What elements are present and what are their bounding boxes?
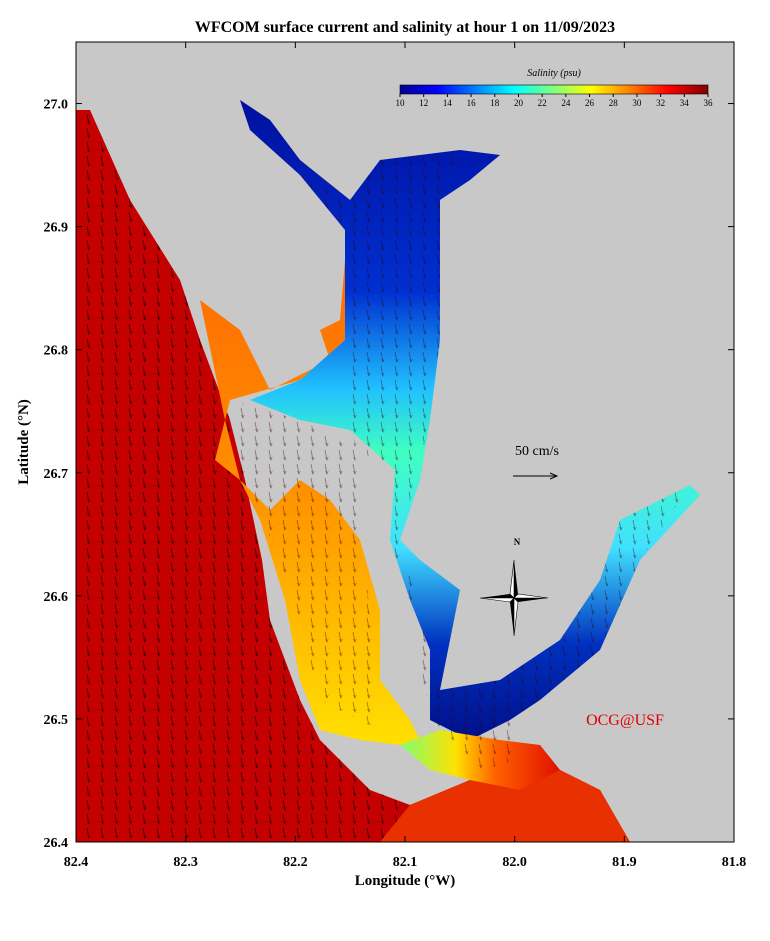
colorbar-tick-label: 18 bbox=[490, 98, 500, 108]
colorbar-tick-label: 12 bbox=[419, 98, 428, 108]
x-tick-label: 82.3 bbox=[173, 855, 198, 870]
colorbar-tick-label: 28 bbox=[609, 98, 619, 108]
colorbar-tick-label: 10 bbox=[396, 98, 406, 108]
y-tick-label: 27.0 bbox=[44, 98, 69, 113]
colorbar-tick-label: 26 bbox=[585, 98, 595, 108]
x-tick-label: 82.4 bbox=[64, 855, 89, 870]
scale-arrow-label: 50 cm/s bbox=[515, 444, 559, 459]
y-tick-label: 26.7 bbox=[44, 467, 69, 482]
y-axis-label: Latitude (°N) bbox=[16, 399, 32, 485]
x-tick-label: 81.9 bbox=[612, 855, 637, 870]
x-tick-label: 82.2 bbox=[283, 855, 308, 870]
colorbar-title: Salinity (psu) bbox=[527, 68, 581, 79]
colorbar-tick-label: 32 bbox=[656, 98, 665, 108]
colorbar-tick-label: 30 bbox=[632, 98, 642, 108]
colorbar-tick-label: 22 bbox=[538, 98, 547, 108]
x-tick-label: 82.0 bbox=[502, 855, 527, 870]
colorbar bbox=[399, 84, 709, 95]
y-tick-label: 26.8 bbox=[44, 344, 69, 359]
map-area bbox=[75, 41, 735, 843]
x-axis-label: Longitude (°W) bbox=[355, 873, 456, 889]
colorbar-tick-label: 36 bbox=[704, 98, 714, 108]
y-tick-label: 26.9 bbox=[44, 221, 69, 236]
y-tick-label: 26.5 bbox=[44, 713, 69, 728]
colorbar-tick-label: 34 bbox=[680, 98, 690, 108]
scale-arrow bbox=[513, 472, 559, 480]
x-tick-label: 82.1 bbox=[393, 855, 418, 870]
y-tick-label: 26.6 bbox=[44, 590, 69, 605]
y-tick-label: 26.4 bbox=[44, 836, 69, 851]
colorbar-tick-label: 14 bbox=[443, 98, 453, 108]
estuary-vectors bbox=[230, 150, 690, 770]
x-tick-label: 81.8 bbox=[722, 855, 747, 870]
coastal-water bbox=[380, 760, 630, 842]
colorbar-tick-label: 16 bbox=[467, 98, 477, 108]
map-title: WFCOM surface current and salinity at ho… bbox=[195, 19, 615, 36]
current-vectors bbox=[76, 110, 630, 842]
compass-label: N bbox=[514, 537, 521, 547]
compass-rose bbox=[479, 559, 549, 637]
colorbar-tick-label: 20 bbox=[514, 98, 524, 108]
credit: OCG@USF bbox=[586, 712, 664, 729]
colorbar-tick-label: 24 bbox=[561, 98, 571, 108]
